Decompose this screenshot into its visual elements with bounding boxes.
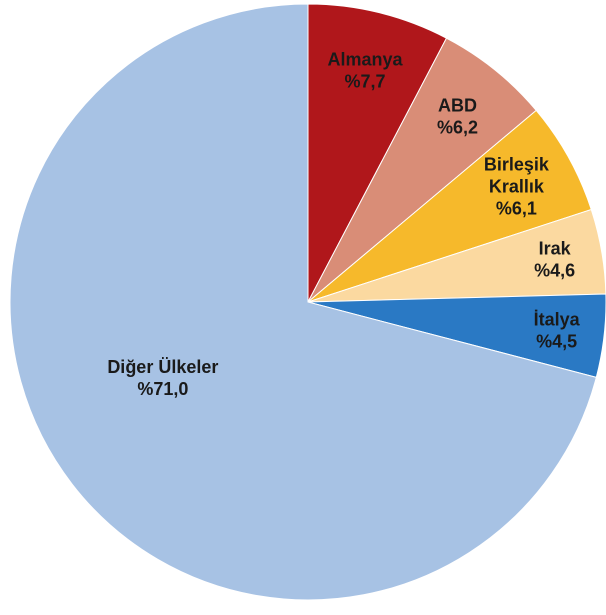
- pie-slice-5: [9, 3, 597, 601]
- pie-slice-1: [307, 37, 537, 303]
- slice-value-label-1: %6,2: [437, 117, 478, 137]
- slice-value-label-0: %7,7: [345, 72, 386, 92]
- slice-value-label-2: %6,1: [496, 198, 537, 218]
- slice-label-5-0: Diğer Ülkeler: [107, 357, 218, 377]
- pie-labels: Almanya%7,7 ABD%6,2 BirleşikKrallık%6,1Ira…: [107, 50, 580, 400]
- slice-value-label-4: %4,5: [536, 332, 577, 352]
- pie-slice-0: [307, 3, 448, 303]
- slice-label-4-0: İtalya: [534, 310, 581, 330]
- slice-value-label-3: %4,6: [534, 260, 575, 280]
- slice-label-3-0: Irak: [539, 238, 572, 258]
- pie-slices: [9, 3, 606, 601]
- slice-value-label-5: %71,0: [137, 379, 188, 399]
- slice-label-0-0: Almanya: [328, 50, 404, 70]
- slice-label-2-0: Birleşik: [484, 154, 550, 174]
- slice-label-1-0: ABD: [438, 95, 477, 115]
- slice-label-2-1: Krallık: [489, 176, 545, 196]
